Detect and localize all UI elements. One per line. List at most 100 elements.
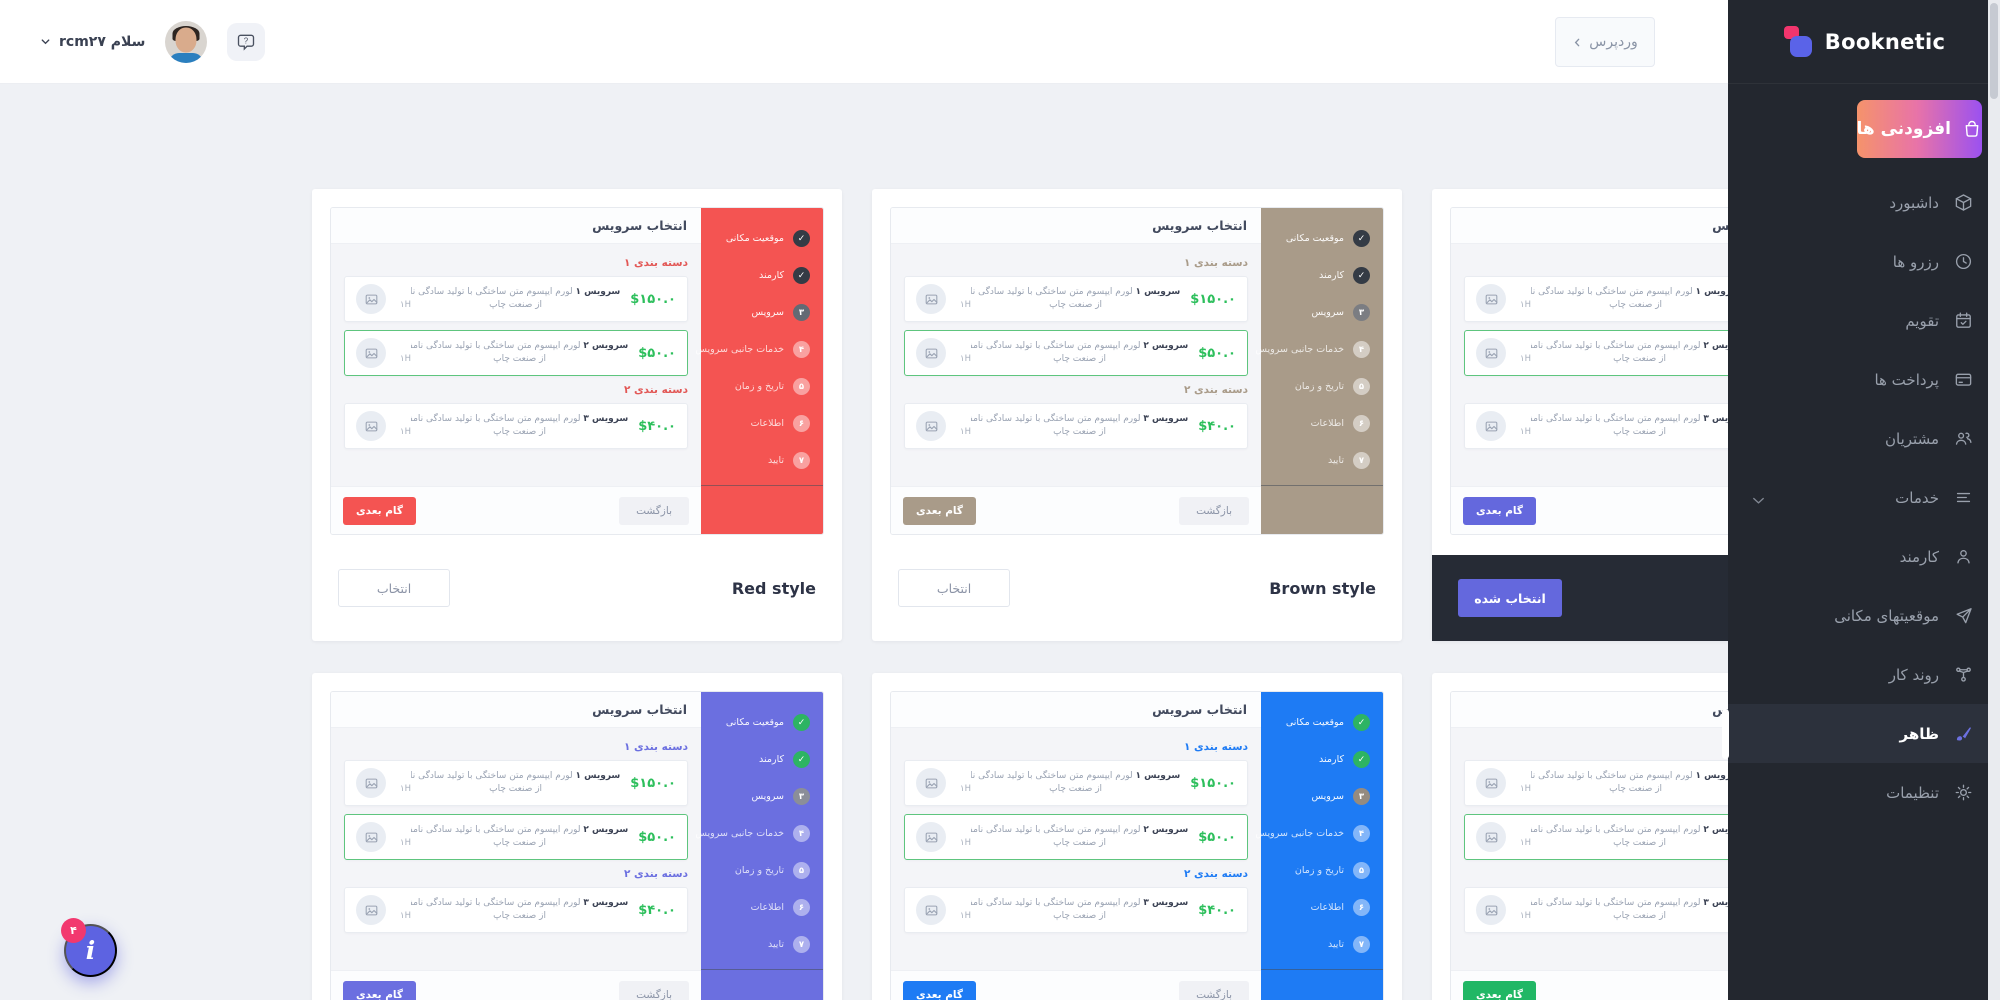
- service-item[interactable]: $۴۰.۰ سرویس ۳ لورم ایپسوم متن ساختگی با ت…: [344, 887, 688, 933]
- service-item[interactable]: $۱۵۰.۰ سرویس ۱ لورم ایپسوم متن ساختگی با …: [344, 760, 688, 806]
- step-number: ۷: [1353, 452, 1370, 469]
- fab-notification-badge: ۴: [61, 918, 86, 943]
- avatar[interactable]: [165, 20, 208, 63]
- service-item-selected[interactable]: $۵۰.۰ سرویس ۲ لورم ایپسوم متن ساختگی با ت…: [904, 330, 1248, 376]
- sidebar-item-5[interactable]: خدمات: [1728, 468, 2000, 527]
- service-duration: ۱H: [1520, 300, 1531, 310]
- service-item[interactable]: $۱۵۰.۰ سرویس ۱ لورم ایپسوم متن ساختگی با …: [344, 276, 688, 322]
- service-description: لورم ایپسوم متن ساختگی با تولید سادگی نا…: [1530, 340, 1701, 351]
- addons-button[interactable]: افزودنی ها: [1856, 100, 1982, 158]
- service-item[interactable]: $۴۰.۰ سرویس ۳ لورم ایپسوم متن ساختگی با ت…: [904, 887, 1248, 933]
- preview-step-title: انتخاب سرویس: [331, 692, 701, 728]
- booking-step-done: ✓ کارمند: [701, 741, 823, 778]
- booking-step-done: ✓ کارمند: [1261, 257, 1383, 294]
- style-cards-grid: ✓ موقعیت مکانی ✓ کارمند ۳ سرویس ۴ خدمات جانبی س…: [312, 189, 1962, 1000]
- service-description-2: از صنعت چاپ: [493, 427, 547, 438]
- booking-widget-preview: ✓ موقعیت مکانی ✓ کارمند ۳ سرویس ۴ خدمات جانبی س…: [890, 691, 1384, 1000]
- service-text: سرویس ۱ لورم ایپسوم متن ساختگی با تولید …: [1531, 770, 1740, 796]
- sidebar-item-10[interactable]: تنظیمات: [1728, 763, 2000, 822]
- wordpress-back-button[interactable]: وردپرس: [1555, 17, 1655, 67]
- step-number: ۵: [793, 378, 810, 395]
- check-icon: ✓: [1353, 714, 1370, 731]
- step-label: سرویس: [1311, 791, 1344, 802]
- step-label: موقعیت مکانی: [1285, 233, 1344, 244]
- sidebar-item-label: پرداخت ها: [1874, 370, 1939, 389]
- step-number: ۵: [1353, 378, 1370, 395]
- select-style-button[interactable]: انتخاب: [898, 569, 1010, 607]
- sidebar-item-9[interactable]: ظاهر: [1722, 704, 2000, 763]
- service-item[interactable]: $۱۵۰.۰ سرویس ۱ لورم ایپسوم متن ساختگی با …: [904, 760, 1248, 806]
- back-button[interactable]: بازگشت: [1179, 496, 1249, 525]
- step-label: تایید: [1327, 939, 1344, 950]
- service-item-selected[interactable]: $۵۰.۰ سرویس ۲ لورم ایپسوم متن ساختگی با ت…: [344, 814, 688, 860]
- select-style-button[interactable]: انتخاب: [338, 569, 450, 607]
- sidebar-item-2[interactable]: تقویم: [1728, 291, 2000, 350]
- service-text: سرویس ۱ لورم ایپسوم متن ساختگی با تولید …: [1531, 286, 1740, 312]
- service-description-2: از صنعت چاپ: [1049, 784, 1103, 795]
- booking-widget-preview: ✓ موقعیت مکانی ✓ کارمند ۳ سرویس ۴ خدمات جانبی س…: [330, 207, 824, 535]
- service-price: $۵۰.۰: [638, 345, 676, 361]
- booking-step-current: ۳ سرویس: [1261, 294, 1383, 331]
- strip-divider: [701, 969, 823, 970]
- back-button[interactable]: بازگشت: [619, 496, 689, 525]
- category-label: دسته بندی ۲: [1183, 384, 1248, 396]
- sidebar-item-3[interactable]: پرداخت ها: [1728, 350, 2000, 409]
- next-step-button[interactable]: گام بعدی: [343, 980, 416, 1000]
- booking-step-todo: ۵ تاریخ و زمان: [1261, 368, 1383, 405]
- scrollbar-thumb[interactable]: [1990, 3, 1998, 99]
- check-icon: ✓: [793, 230, 810, 247]
- category-label: دسته بندی ۱: [623, 257, 688, 269]
- person-icon: [1954, 547, 1973, 566]
- booking-step-todo: ۴ خدمات جانبی سرویس: [695, 815, 823, 852]
- next-step-button[interactable]: گام بعدی: [343, 496, 416, 525]
- back-button[interactable]: بازگشت: [619, 980, 689, 1000]
- next-step-button[interactable]: گام بعدی: [903, 496, 976, 525]
- sidebar-item-1[interactable]: رزرو ها: [1728, 232, 2000, 291]
- service-duration: ۱H: [400, 784, 411, 794]
- step-label: خدمات جانبی سرویس: [695, 344, 784, 355]
- booking-step-todo: ۶ اطلاعات: [701, 405, 823, 442]
- user-menu[interactable]: سلام rcm۲۷: [40, 34, 145, 50]
- image-icon: [916, 822, 946, 852]
- service-description-2: از صنعت چاپ: [1053, 427, 1107, 438]
- help-button[interactable]: ?: [227, 22, 266, 61]
- brand[interactable]: Booknetic: [1728, 0, 2000, 84]
- service-item[interactable]: $۱۵۰.۰ سرویس ۱ لورم ایپسوم متن ساختگی با …: [904, 276, 1248, 322]
- service-price: $۵۰.۰: [1198, 829, 1236, 845]
- step-label: تاریخ و زمان: [734, 865, 784, 876]
- booking-step-current: ۳ سرویس: [1261, 778, 1383, 815]
- select-style-button[interactable]: انتخاب شده: [1458, 579, 1562, 617]
- booking-step-todo: ۶ اطلاعات: [701, 889, 823, 926]
- sidebar-item-7[interactable]: موقعیتهای مکانی: [1728, 586, 2000, 645]
- step-label: تایید: [767, 939, 784, 950]
- image-icon: [356, 338, 386, 368]
- sidebar-item-0[interactable]: داشبورد: [1728, 173, 2000, 232]
- sidebar-item-6[interactable]: کارمند: [1728, 527, 2000, 586]
- service-description-2: از صنعت چاپ: [489, 784, 543, 795]
- service-duration: ۱H: [1520, 911, 1531, 921]
- service-text: سرویس ۳ لورم ایپسوم متن ساختگی با تولید …: [1531, 413, 1748, 439]
- service-text: سرویس ۳ لورم ایپسوم متن ساختگی با تولید …: [411, 897, 628, 923]
- service-description: لورم ایپسوم متن ساختگی با تولید سادگی نا…: [411, 770, 573, 781]
- service-item[interactable]: $۴۰.۰ سرویس ۳ لورم ایپسوم متن ساختگی با ت…: [904, 403, 1248, 449]
- sidebar-item-8[interactable]: روند کار: [1728, 645, 2000, 704]
- sidebar-item-label: کارمند: [1899, 547, 1939, 566]
- service-price: $۱۵۰.۰: [1190, 291, 1236, 307]
- next-step-button[interactable]: گام بعدی: [1463, 496, 1536, 525]
- check-icon: ✓: [1353, 230, 1370, 247]
- wordpress-label: وردپرس: [1589, 34, 1638, 50]
- next-step-button[interactable]: گام بعدی: [1463, 980, 1536, 1000]
- page-scrollbar[interactable]: [1988, 0, 2000, 1000]
- steps-strip: ✓ موقعیت مکانی ✓ کارمند ۳ سرویس ۴ خدمات جانبی س…: [1255, 208, 1383, 534]
- service-item-selected[interactable]: $۵۰.۰ سرویس ۲ لورم ایپسوم متن ساختگی با ت…: [344, 330, 688, 376]
- service-name: سرویس ۲: [583, 340, 629, 351]
- sidebar-item-4[interactable]: مشتریان: [1728, 409, 2000, 468]
- service-item-selected[interactable]: $۵۰.۰ سرویس ۲ لورم ایپسوم متن ساختگی با ت…: [904, 814, 1248, 860]
- back-button[interactable]: بازگشت: [1179, 980, 1249, 1000]
- service-duration: ۱H: [400, 838, 411, 848]
- service-item[interactable]: $۴۰.۰ سرویس ۳ لورم ایپسوم متن ساختگی با ت…: [344, 403, 688, 449]
- next-step-button[interactable]: گام بعدی: [903, 980, 976, 1000]
- info-fab-button[interactable]: i ۴: [61, 918, 117, 977]
- service-description: لورم ایپسوم متن ساختگی با تولید سادگی نا…: [971, 286, 1133, 297]
- booking-step-todo: ۷ تایید: [701, 926, 823, 963]
